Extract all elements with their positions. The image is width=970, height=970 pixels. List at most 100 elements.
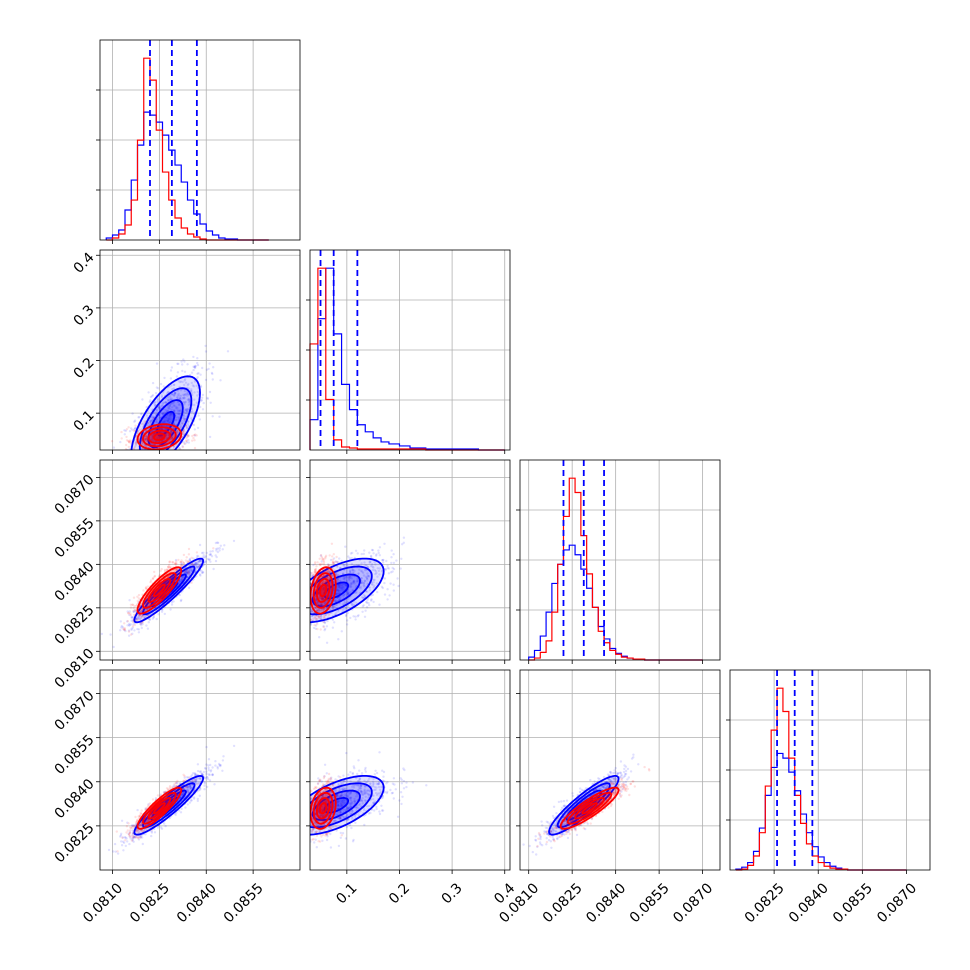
contour-fill-red xyxy=(316,578,330,602)
contour-line-blue xyxy=(133,774,205,836)
contour-line-blue xyxy=(311,789,361,821)
x-tick-label: 0.1 xyxy=(333,880,360,907)
contour-fill-blue xyxy=(312,574,360,607)
grid-lines xyxy=(100,40,300,240)
contour-line-red xyxy=(153,432,166,441)
contour-line-blue xyxy=(310,557,385,624)
contour-line-red xyxy=(319,802,328,815)
y-tick-label: 0.0810 xyxy=(52,646,98,692)
x-tick-label: 0.2 xyxy=(386,880,413,907)
contour-line-red xyxy=(153,802,166,815)
y-tick-label: 0.0855 xyxy=(52,732,98,778)
histogram-panel-1 xyxy=(306,249,511,454)
contour-line-red xyxy=(312,572,334,609)
contour-line-red xyxy=(566,791,613,825)
x-tick-label: 0.0825 xyxy=(742,880,788,926)
y-tick-label: 0.1 xyxy=(71,408,98,435)
scatter-panel-3-0: 0.0810 0.0825 0.0840 0.08550.08250.08400.08… xyxy=(52,669,301,926)
grid-lines xyxy=(310,250,510,450)
grid-lines xyxy=(520,670,720,870)
contour-fill-red xyxy=(567,792,612,824)
contour-line-red xyxy=(312,791,334,825)
contour-fill-red xyxy=(153,803,165,814)
axes-frame xyxy=(519,669,721,871)
grid-lines xyxy=(310,460,510,660)
x-tick-label: 0.0870 xyxy=(670,880,716,926)
contour-line-blue xyxy=(310,565,373,616)
axes-frame xyxy=(309,459,511,661)
grid-lines xyxy=(520,460,720,660)
contour-line-red xyxy=(559,786,620,830)
contour-fill-red xyxy=(316,798,330,819)
y-tick-label: 0.0825 xyxy=(52,820,98,866)
contour-line-red xyxy=(319,583,328,598)
scatter-panel-2-1 xyxy=(306,459,511,664)
axes-frame xyxy=(309,669,511,871)
x-tick-label: 0.3 xyxy=(439,880,466,907)
contour-line-blue xyxy=(138,387,193,450)
contour-line-blue xyxy=(142,782,196,829)
y-tick-label: 0.0870 xyxy=(52,688,98,734)
contour-fill-red xyxy=(143,792,176,824)
x-tick-label: 0.0840 xyxy=(786,880,832,926)
contour-fill-red xyxy=(148,430,171,444)
x-tick-label: 0.0840 xyxy=(174,880,220,926)
contour-line-red xyxy=(136,786,183,830)
histogram-step-red xyxy=(528,477,703,661)
y-tick-label: 0.2 xyxy=(71,355,98,382)
contour-line-red xyxy=(142,426,177,448)
scatter-panel-1-0: 0.1 0.2 0.3 0.4 xyxy=(71,249,301,454)
x-tick-label: 0.0855 xyxy=(830,880,876,926)
contour-line-red xyxy=(142,791,177,825)
histogram-step-red xyxy=(106,57,269,241)
axes-frame xyxy=(99,669,301,871)
y-tick-label: 0.0855 xyxy=(52,515,98,561)
y-tick-label: 0.0825 xyxy=(52,602,98,648)
grid-lines xyxy=(100,250,300,450)
histogram-step-red xyxy=(735,687,907,871)
y-tick-label: 0.0840 xyxy=(52,776,98,822)
histogram-step-blue xyxy=(735,752,907,871)
contour-fill-red xyxy=(143,573,176,608)
axes-frame xyxy=(99,459,301,661)
contour-line-red xyxy=(147,577,172,603)
x-tick-label: 0.0840 xyxy=(583,880,629,926)
contour-line-red xyxy=(136,566,183,615)
axes-frame xyxy=(99,249,301,451)
y-tick-label: 0.4 xyxy=(71,250,98,277)
contour-line-red xyxy=(147,796,172,820)
x-tick-label: 0.0810 xyxy=(80,880,126,926)
contour-line-red xyxy=(136,423,183,450)
y-tick-label: 0.3 xyxy=(71,302,98,329)
x-tick-label: 0.0825 xyxy=(127,880,173,926)
x-tick-label: 0.0855 xyxy=(627,880,673,926)
contour-line-blue xyxy=(130,375,201,450)
x-tick-label: 0.0855 xyxy=(221,880,267,926)
x-tick-label: 0.0870 xyxy=(874,880,920,926)
contour-line-red xyxy=(315,797,331,820)
histogram-panel-2 xyxy=(516,459,721,664)
histogram-panel-0 xyxy=(96,39,301,244)
histogram-step-red xyxy=(309,267,505,451)
contour-line-red xyxy=(310,786,337,830)
grid-lines xyxy=(730,670,930,870)
contour-fill-red xyxy=(153,584,165,597)
contour-line-red xyxy=(153,583,166,598)
x-tick-label: 0.0825 xyxy=(540,880,586,926)
contour-line-red xyxy=(581,802,598,815)
histogram-step-blue xyxy=(105,111,269,241)
scatter-panel-3-1: 0.1 0.2 0.3 0.4 xyxy=(306,669,518,907)
y-tick-label: 0.0840 xyxy=(52,559,98,605)
contour-line-blue xyxy=(133,557,205,624)
contour-line-blue xyxy=(310,775,385,836)
contour-line-red xyxy=(574,796,606,820)
contour-line-red xyxy=(147,429,172,445)
contour-line-red xyxy=(310,566,337,615)
contour-fill-red xyxy=(582,803,597,814)
contour-line-red xyxy=(142,572,177,609)
histogram-step-blue xyxy=(309,267,505,451)
contour-line-blue xyxy=(323,796,350,814)
